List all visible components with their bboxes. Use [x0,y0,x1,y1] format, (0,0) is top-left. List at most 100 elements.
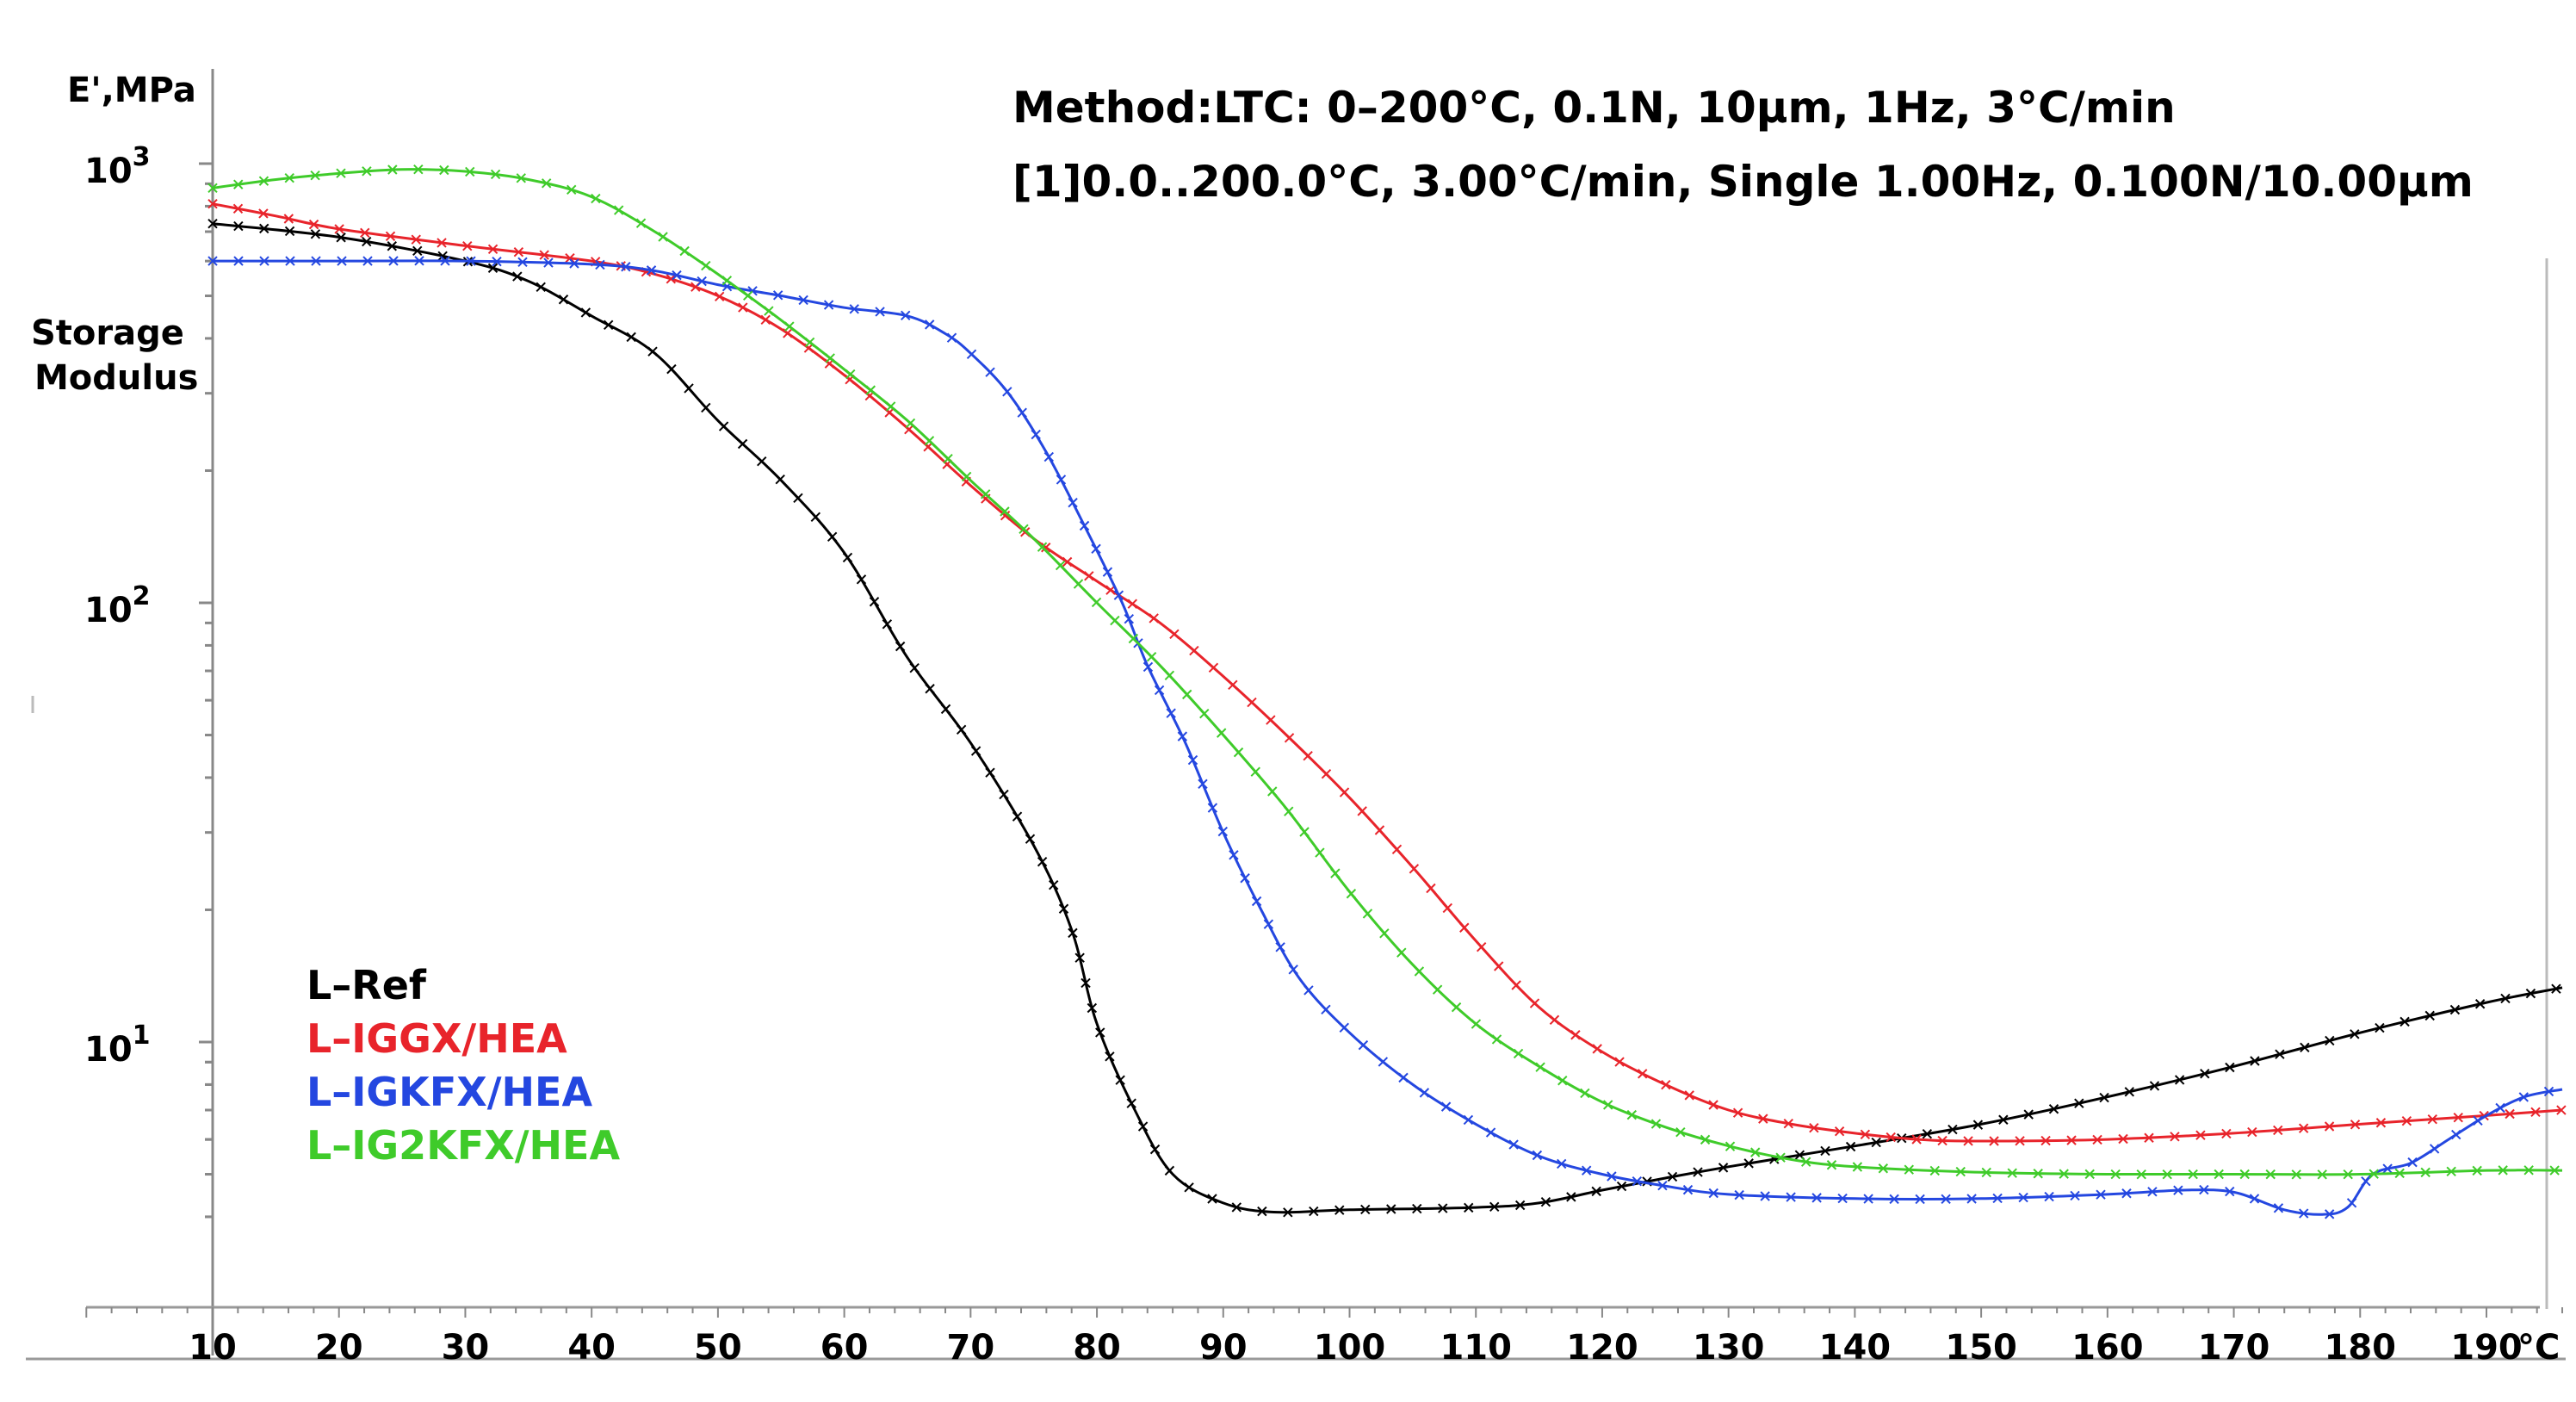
series-marker-l-ref [1058,903,1069,914]
series-marker-l-igkfx-hea [207,256,218,266]
series-marker-l-igkfx-hea [2382,1163,2393,1174]
series-marker-l-ref [259,223,269,234]
series-marker-l-igkfx-hea [1941,1194,1951,1205]
series-marker-l-iggx-hea [1476,941,1487,952]
series-marker-l-iggx-hea [2221,1128,2232,1139]
series-marker-l-iggx-hea [1511,980,1521,990]
series-marker-l-iggx-hea [2401,1116,2412,1126]
y-axis-unit-label: E',MPa [67,71,196,110]
series-marker-l-iggx-hea [1783,1119,1793,1129]
series-marker-l-ref [2500,993,2511,1004]
series-marker-l-igkfx-hea [1207,803,1218,813]
series-marker-l-ig2kfx-hea [1396,947,1407,958]
series-marker-l-ig2kfx-hea [2007,1168,2017,1178]
series-marker-l-ref [1386,1204,1396,1214]
series-marker-l-igkfx-hea [1043,451,1054,462]
series-marker-l-ig2kfx-hea [1603,1100,1613,1110]
series-marker-l-ref [2275,1049,2285,1059]
series-marker-l-ref [1105,1052,1115,1062]
series-marker-l-ref [1049,879,1059,890]
series-marker-l-igkfx-hea [362,256,373,266]
series-marker-l-ref [1998,1114,2009,1125]
series-marker-l-ig2kfx-hea [387,164,398,175]
series-marker-l-igkfx-hea [1339,1022,1350,1033]
series-marker-l-iggx-hea [207,198,218,209]
series-marker-l-ig2kfx-hea [2214,1169,2224,1180]
series-marker-l-iggx-hea [1834,1126,1845,1137]
series-marker-l-ref [956,724,967,735]
series-marker-l-ig2kfx-hea [207,183,218,194]
series-marker-l-ig2kfx-hea [743,290,753,301]
series-marker-l-ref [580,307,591,318]
x-tick-label: 100 [1314,1328,1386,1368]
series-marker-l-ig2kfx-hea [1267,786,1278,797]
series-marker-l-ref [2525,988,2536,999]
legend-entry-l-iggx-hea: L–IGGX/HEA [307,1015,567,1062]
series-marker-l-igkfx-hea [2346,1198,2357,1208]
series-marker-l-ref [1334,1205,1345,1215]
series-marker-l-ig2kfx-hea [1000,506,1010,517]
series-marker-l-iggx-hea [1494,961,1504,971]
series-marker-l-iggx-hea [1758,1114,1768,1124]
series-marker-l-igkfx-hea [2147,1187,2158,1197]
series-marker-l-ig2kfx-hea [2162,1169,2172,1180]
series-marker-l-iggx-hea [1321,769,1332,779]
series-marker-l-iggx-hea [385,231,396,241]
series-marker-l-iggx-hea [1614,1057,1625,1067]
series-marker-l-igkfx-hea [697,276,707,287]
legend-entry-l-ig2kfx-hea: L–IG2KFX/HEA [307,1122,620,1169]
series-marker-l-iggx-hea [2040,1135,2051,1146]
series-marker-l-igkfx-hea [1056,475,1067,485]
series-marker-l-ig2kfx-hea [310,171,320,181]
series-marker-l-iggx-hea [1442,903,1453,914]
series-marker-l-igkfx-hea [1154,685,1165,696]
series-marker-l-igkfx-hea [966,349,977,360]
series-marker-l-igkfx-hea [1229,850,1239,860]
series-marker-l-ref [1207,1194,1217,1204]
series-marker-l-ig2kfx-hea [924,436,935,446]
series-marker-l-ref [810,512,821,523]
series-marker-l-iggx-hea [1809,1122,1819,1133]
series-marker-l-ig2kfx-hea [1128,633,1139,644]
series-marker-l-iggx-hea [1169,629,1180,639]
series-marker-l-ig2kfx-hea [1981,1167,1991,1178]
series-marker-l-igkfx-hea [2070,1190,2080,1201]
series-marker-l-igkfx-hea [672,270,682,281]
series-marker-l-iggx-hea [1041,543,1051,553]
series-marker-l-iggx-hea [2530,1107,2541,1118]
series-marker-l-ig2kfx-hea [943,453,953,464]
series-marker-l-ig2kfx-hea [2059,1169,2069,1179]
series-marker-l-iggx-hea [1084,571,1094,581]
series-marker-l-igkfx-hea [1463,1114,1474,1126]
series-marker-l-ig2kfx-hea [1199,708,1210,719]
series-marker-l-igkfx-hea [901,310,911,321]
series-marker-l-iggx-hea [2118,1133,2128,1145]
series-marker-l-iggx-hea [1708,1100,1718,1110]
series-marker-l-ref [1667,1171,1678,1182]
series-marker-l-iggx-hea [1529,998,1540,1008]
series-marker-l-igkfx-hea [311,256,321,266]
series-marker-l-igkfx-hea [925,319,935,330]
series-marker-l-ig2kfx-hea [1146,651,1157,662]
method-line-2: [1]0.0..200.0°C, 3.00°C/min, Single 1.00… [1012,157,2474,207]
series-marker-l-iggx-hea [714,291,725,301]
series-marker-l-ig2kfx-hea [1725,1141,1736,1151]
series-marker-l-ig2kfx-hea [2446,1166,2456,1177]
series-marker-l-ref [909,662,920,673]
series-marker-l-ig2kfx-hea [1362,909,1373,919]
series-marker-l-igkfx-hea [1288,965,1298,975]
series-marker-l-ref [1438,1203,1448,1213]
series-marker-l-ref [2350,1029,2360,1039]
x-tick-label: 120 [1566,1328,1638,1368]
series-marker-l-igkfx-hea [1177,731,1188,741]
series-marker-l-iggx-hea [308,219,319,230]
series-marker-l-ig2kfx-hea [1164,670,1175,681]
series-marker-l-ref [2048,1104,2059,1114]
series-marker-l-ref [793,493,803,504]
series-marker-l-iggx-hea [1409,864,1420,874]
series-marker-l-ig2kfx-hea [2343,1169,2353,1180]
x-tick-label: 30 [442,1328,490,1368]
series-marker-l-ref [1087,1002,1098,1014]
